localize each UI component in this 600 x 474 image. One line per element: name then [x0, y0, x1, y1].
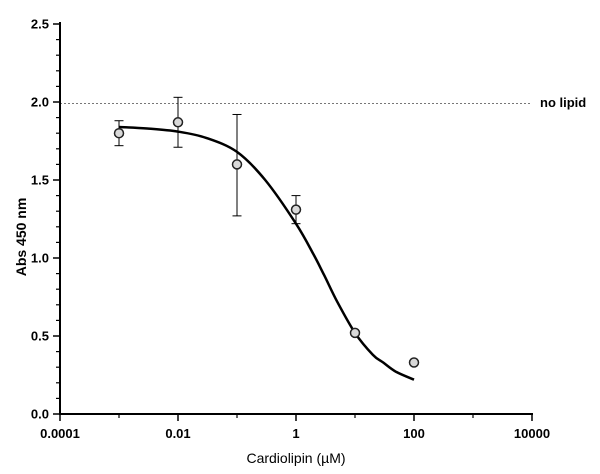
y-tick-label: 0.0	[31, 407, 49, 422]
x-tick-label: 0.0001	[40, 426, 80, 441]
data-point	[349, 327, 361, 339]
y-tick-label: 1.0	[31, 251, 49, 266]
y-tick-label: 0.5	[31, 329, 49, 344]
x-tick-label: 0.01	[165, 426, 190, 441]
reference-line-label: no lipid	[540, 95, 586, 110]
ticks: 0.0 0.5 1.0 1.5 2.0 2.5 0.0001 0.01 1 100 10000	[31, 17, 550, 442]
data-point	[231, 159, 243, 170]
y-tick-label: 1.5	[31, 173, 49, 188]
fit-curve	[118, 125, 415, 381]
y-tick-label: 2.0	[31, 95, 49, 110]
fit-curve-group	[118, 125, 415, 381]
data-point	[408, 357, 420, 368]
data-points	[113, 96, 420, 368]
data-point	[290, 204, 302, 215]
data-point	[113, 127, 125, 139]
y-tick-label: 2.5	[31, 17, 49, 32]
y-axis-label: Abs 450 nm	[13, 198, 29, 277]
x-tick-label: 1	[292, 426, 299, 441]
data-point	[172, 117, 184, 128]
x-axis-label: Cardiolipin (µM)	[246, 450, 345, 466]
x-tick-label: 10000	[514, 426, 550, 441]
x-tick-label: 100	[403, 426, 425, 441]
